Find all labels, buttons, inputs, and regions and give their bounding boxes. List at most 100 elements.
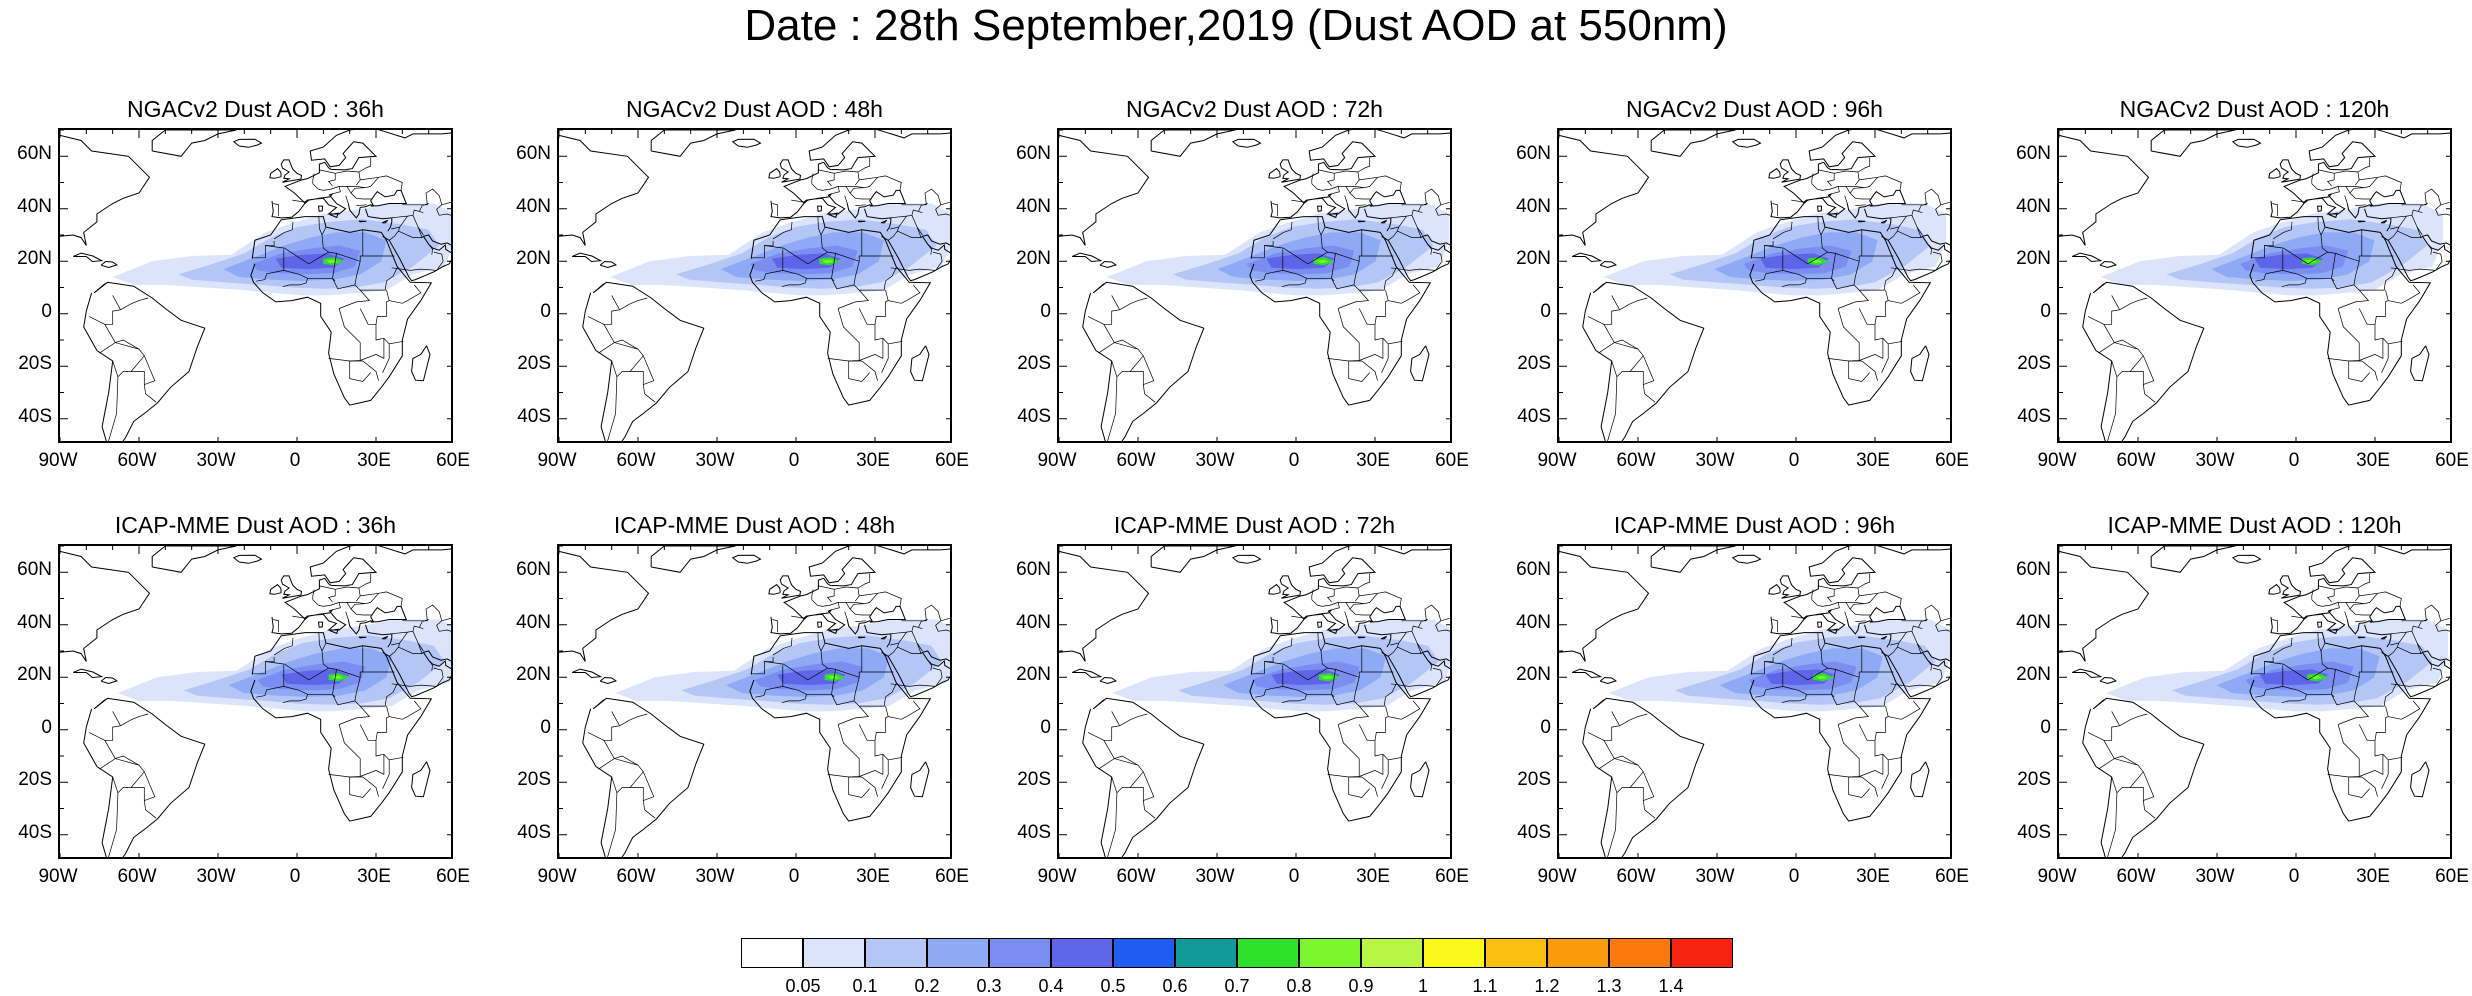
colorbar-swatch bbox=[1051, 938, 1113, 968]
country-border bbox=[2103, 297, 2148, 343]
coastline-southAmerica bbox=[582, 281, 705, 441]
country-border bbox=[1291, 199, 1305, 203]
lon-tick-label: 60W bbox=[2116, 866, 2156, 887]
lon-tick-label: 60E bbox=[436, 450, 470, 471]
country-border bbox=[1353, 261, 1360, 285]
country-border bbox=[328, 774, 379, 797]
coastline-crete bbox=[358, 636, 367, 639]
country-border bbox=[791, 199, 805, 203]
country-border bbox=[1355, 204, 1366, 206]
country-border bbox=[2264, 661, 2362, 681]
country-border bbox=[887, 642, 900, 657]
country-border bbox=[360, 267, 398, 291]
country-border bbox=[1272, 203, 1278, 217]
coastline-balkans bbox=[1846, 189, 1907, 219]
country-border bbox=[817, 632, 822, 652]
country-border bbox=[1859, 267, 1897, 291]
coastline-africa bbox=[250, 216, 433, 406]
dust-aod-map bbox=[1559, 130, 1950, 441]
country-border bbox=[112, 776, 119, 793]
coastline-madagascar bbox=[2410, 761, 2430, 798]
dust-plume bbox=[1609, 619, 1950, 712]
lon-tick-label: 0 bbox=[289, 866, 301, 887]
country-border bbox=[614, 755, 639, 766]
country-border bbox=[2427, 659, 2432, 671]
colorbar-label: 1.3 bbox=[1596, 976, 1622, 996]
coastline-greenland bbox=[2150, 130, 2236, 157]
country-border bbox=[131, 787, 145, 801]
coastline-ireland bbox=[1768, 167, 1781, 179]
country-border bbox=[607, 355, 644, 441]
country-border bbox=[2358, 716, 2389, 741]
country-border bbox=[312, 589, 315, 600]
country-border bbox=[2385, 700, 2421, 720]
country-border bbox=[388, 226, 401, 241]
country-border bbox=[924, 188, 942, 216]
country-border bbox=[1881, 759, 1889, 789]
lat-tick-label: 20S bbox=[517, 769, 551, 791]
country-border bbox=[897, 230, 922, 238]
country-border bbox=[611, 295, 620, 310]
country-border bbox=[1281, 270, 1307, 288]
country-border bbox=[940, 201, 950, 206]
country-border bbox=[332, 253, 371, 309]
lat-tick-label: 60N bbox=[17, 143, 52, 165]
lat-tick-label: 20N bbox=[17, 248, 52, 270]
lon-tick-label: 30W bbox=[196, 866, 236, 887]
axis-ticks bbox=[2059, 130, 2450, 441]
coastline-sicily bbox=[329, 628, 339, 635]
coastline-balkans bbox=[347, 189, 408, 219]
country-border bbox=[335, 586, 361, 602]
coastline-cuba bbox=[1072, 668, 1103, 679]
country-border bbox=[859, 338, 884, 361]
coastline-iceland bbox=[232, 138, 263, 148]
country-border bbox=[1440, 617, 1450, 622]
country-border bbox=[1938, 213, 1950, 216]
lon-tick-label: 30W bbox=[1195, 450, 1235, 471]
country-border bbox=[1306, 277, 1335, 282]
colorbar-swatch bbox=[1361, 938, 1423, 968]
country-border bbox=[2411, 209, 2423, 216]
country-border bbox=[2327, 358, 2378, 381]
dust-plume bbox=[1112, 619, 1450, 712]
coastline-gb bbox=[280, 575, 303, 599]
country-border bbox=[131, 371, 145, 385]
coastline-northAmerica bbox=[1559, 550, 1650, 662]
country-border bbox=[2281, 686, 2307, 704]
country-border bbox=[2359, 592, 2378, 597]
country-border bbox=[881, 759, 889, 789]
lon-tick-label: 30E bbox=[1856, 450, 1890, 471]
coastline-southAmerica bbox=[1582, 281, 1705, 441]
coastline-cuba bbox=[572, 668, 603, 679]
country-border bbox=[2306, 693, 2335, 698]
coastline-iceland bbox=[1231, 138, 1262, 148]
country-border bbox=[99, 342, 157, 403]
country-border bbox=[1811, 175, 1902, 191]
coastline-africa bbox=[749, 216, 932, 406]
country-border bbox=[2291, 199, 2305, 203]
colorbar-swatch bbox=[1609, 938, 1671, 968]
country-border bbox=[1911, 625, 1923, 632]
country-border bbox=[1940, 617, 1950, 622]
coastlines bbox=[2059, 546, 2450, 857]
country-border bbox=[2349, 187, 2365, 194]
lat-tick-label: 0 bbox=[540, 300, 551, 322]
axis-ticks bbox=[2059, 546, 2450, 857]
country-border bbox=[1772, 221, 1793, 240]
country-border bbox=[848, 361, 870, 382]
country-border bbox=[88, 732, 105, 741]
country-border bbox=[439, 629, 451, 632]
coastline-sardinia bbox=[2317, 205, 2323, 212]
country-border bbox=[1859, 176, 1878, 181]
country-border bbox=[1890, 631, 1907, 646]
country-border bbox=[2114, 339, 2139, 350]
dust-aod-map bbox=[559, 546, 950, 857]
coastline-madagascar bbox=[1410, 345, 1430, 382]
coastline-gb bbox=[1779, 575, 1802, 599]
lat-tick-label: 60N bbox=[2016, 143, 2051, 165]
country-border bbox=[2355, 620, 2366, 622]
country-border bbox=[1107, 355, 1144, 441]
country-border bbox=[375, 740, 404, 761]
coastline-cyprus bbox=[1380, 219, 1388, 224]
country-border bbox=[855, 620, 866, 622]
